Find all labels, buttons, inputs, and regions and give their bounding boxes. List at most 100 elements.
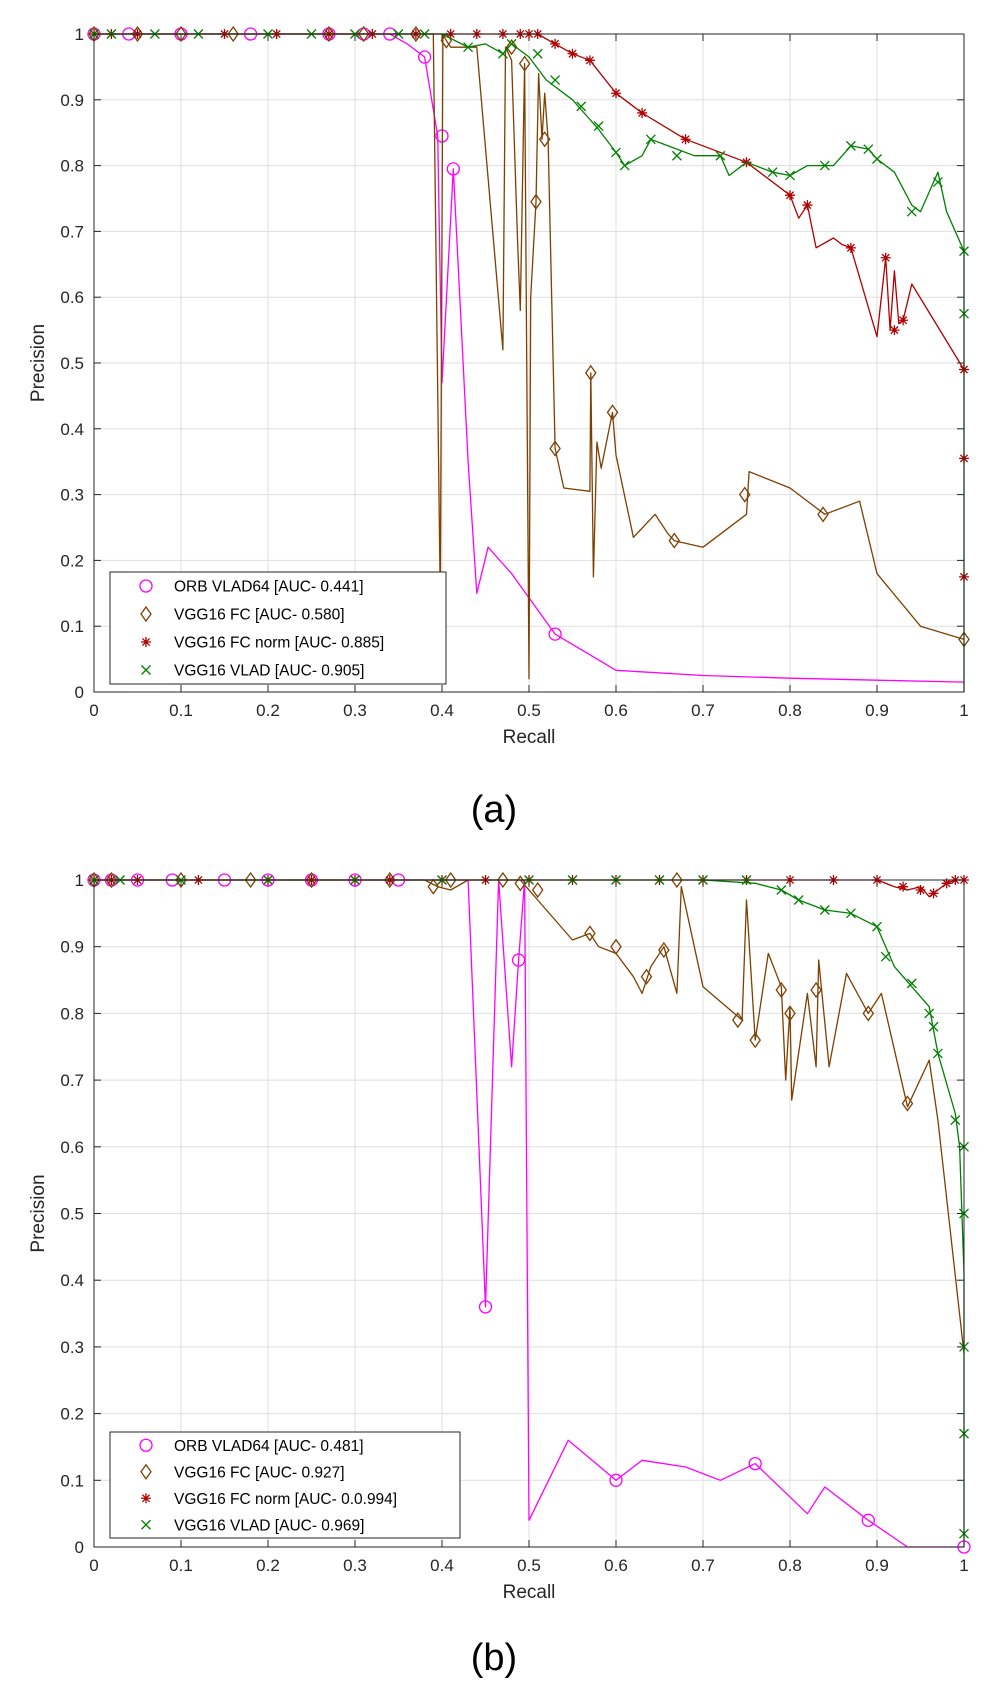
data-point	[606, 404, 619, 421]
x-tick-label: 0.3	[343, 701, 367, 720]
y-tick-label: 0.2	[60, 551, 84, 570]
panel-caption: (b)	[471, 1637, 517, 1679]
data-point	[357, 26, 370, 43]
panel-b: 0 0.1 0.2 0.3 0.4 0.5 0.6 0.7 0.8 0.9 1 0 0.1 0.2 0.3 0…	[28, 871, 971, 1679]
data-point	[497, 48, 508, 59]
y-tick-label: 1	[75, 871, 84, 890]
data-point	[227, 26, 239, 43]
y-tick-label: 0.3	[60, 486, 84, 505]
data-point	[784, 1005, 796, 1022]
data-point	[932, 1048, 943, 1059]
data-point	[645, 134, 656, 145]
y-tick-label: 0.4	[60, 1271, 84, 1290]
legend-marker	[141, 1519, 151, 1530]
y-tick-label: 0.5	[60, 354, 84, 373]
data-point	[444, 872, 457, 889]
y-tick-label: 0.7	[60, 1071, 84, 1090]
y-tick-label: 0.5	[60, 1205, 84, 1224]
data-point	[810, 981, 822, 999]
data-point	[244, 872, 257, 889]
legend-marker	[141, 1493, 151, 1504]
data-point	[105, 872, 118, 889]
data-point	[538, 131, 551, 148]
x-tick-label: 0.8	[778, 701, 802, 720]
data-point	[941, 878, 952, 889]
x-tick-label: 0.5	[517, 1556, 541, 1575]
data-point	[898, 881, 909, 892]
x-tick-label: 0.9	[865, 1556, 889, 1575]
data-point	[410, 26, 422, 43]
data-point	[584, 55, 595, 66]
legend-entry: VGG16 FC [AUC- 0.927]	[174, 1464, 345, 1481]
data-point	[514, 875, 527, 892]
data-point	[532, 48, 543, 59]
x-tick-label: 0.1	[169, 1556, 193, 1575]
data-point	[928, 888, 939, 899]
legend-entry: VGG16 VLAD [AUC- 0.969]	[174, 1517, 364, 1534]
data-point	[637, 107, 648, 118]
data-point	[845, 908, 856, 919]
data-point	[610, 938, 622, 955]
data-point	[880, 951, 891, 962]
legend-box	[109, 571, 447, 685]
data-point	[776, 885, 787, 895]
data-point	[785, 190, 795, 201]
data-point	[576, 101, 587, 112]
y-tick-label: 0.1	[60, 1471, 84, 1490]
data-point	[785, 170, 795, 181]
x-tick-label: 0.4	[430, 701, 454, 720]
data-point	[950, 1115, 961, 1126]
axes-box	[93, 879, 965, 1548]
data-point	[593, 121, 604, 132]
x-axis-label: Recall	[503, 727, 556, 748]
legend-marker	[140, 1463, 152, 1480]
x-tick-label: 0	[89, 1556, 98, 1575]
data-point	[880, 252, 891, 263]
x-tick-label: 1	[959, 701, 968, 720]
x-tick-label: 0.7	[691, 701, 715, 720]
y-tick-label: 0.8	[60, 1004, 84, 1023]
data-point	[775, 981, 788, 999]
data-point	[506, 38, 517, 49]
data-point	[749, 1031, 761, 1049]
data-point	[819, 160, 830, 171]
y-tick-label: 0.4	[60, 420, 84, 439]
y-tick-label: 0.1	[60, 617, 84, 636]
data-point	[862, 1005, 875, 1022]
data-point	[505, 39, 518, 56]
y-axis-label: Precision	[28, 1174, 49, 1252]
data-point	[767, 167, 778, 178]
panel-caption: (a)	[471, 789, 517, 831]
data-point	[384, 872, 396, 889]
x-tick-label: 0.6	[604, 701, 628, 720]
y-tick-label: 0	[75, 683, 84, 702]
x-tick-label: 1	[959, 1556, 968, 1575]
x-tick-label: 0.3	[343, 1556, 367, 1575]
data-point	[305, 872, 318, 889]
series-line	[94, 879, 965, 1354]
y-tick-label: 0	[75, 1538, 84, 1557]
y-tick-label: 0.9	[60, 91, 84, 110]
legend-entry: VGG16 VLAD [AUC- 0.905]	[174, 663, 364, 680]
legend-entry: ORB VLAD64 [AUC- 0.481]	[174, 1438, 364, 1455]
data-point	[446, 162, 460, 176]
x-tick-label: 0.7	[691, 1556, 715, 1575]
data-point	[872, 154, 882, 164]
data-point	[889, 325, 900, 336]
series-line	[94, 33, 965, 680]
data-point	[518, 55, 531, 72]
series-line	[94, 33, 965, 692]
data-point	[640, 968, 653, 985]
data-point	[323, 26, 335, 43]
data-point	[680, 134, 691, 145]
y-tick-label: 1	[75, 25, 84, 44]
data-point	[932, 177, 943, 188]
legend-entry: VGG16 FC norm [AUC- 0.0.994]	[174, 1491, 397, 1508]
data-point	[802, 200, 813, 211]
data-point	[478, 1300, 493, 1314]
data-point	[819, 905, 830, 915]
data-point	[793, 895, 804, 905]
x-tick-label: 0.4	[430, 1556, 454, 1575]
legend-marker	[139, 579, 153, 593]
data-point	[906, 978, 917, 989]
